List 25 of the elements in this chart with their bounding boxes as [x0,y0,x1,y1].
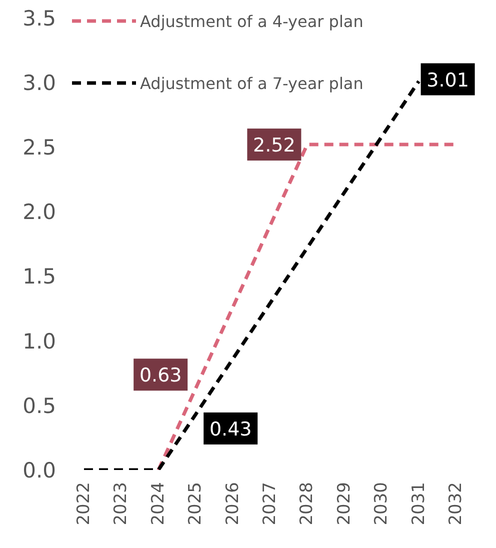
x-tick-label: 2024 [148,482,168,526]
x-tick-label: 2030 [372,482,392,526]
x-tick-label: 2031 [408,482,429,526]
x-tick-label: 2023 [111,482,132,526]
x-tick-label: 2026 [222,482,243,526]
x-tick-label: 2027 [260,482,280,526]
legend-label: Adjustment of a 4-year plan [140,12,364,30]
x-tick-label: 2022 [74,482,94,526]
y-tick-label: 0.0 [22,458,56,482]
x-tick-label: 2025 [186,482,206,526]
legend-label: Adjustment of a 7-year plan [140,74,364,92]
x-tick-label: 2029 [334,482,354,526]
x-tick-label: 2028 [297,482,318,526]
data-label: 2.52 [253,134,296,157]
data-label: 0.43 [209,418,252,440]
data-label: 3.01 [426,69,469,92]
y-tick-label: 1.5 [22,264,56,289]
y-tick-label: 1.0 [22,329,56,354]
y-tick-label: 3.5 [22,6,56,30]
y-tick-label: 0.5 [22,394,56,418]
y-tick-label: 2.5 [22,136,56,160]
data-label: 0.63 [139,364,182,387]
x-tick-label: 2032 [446,482,466,526]
y-tick-label: 2.0 [22,200,56,224]
y-tick-label: 3.0 [22,71,56,96]
